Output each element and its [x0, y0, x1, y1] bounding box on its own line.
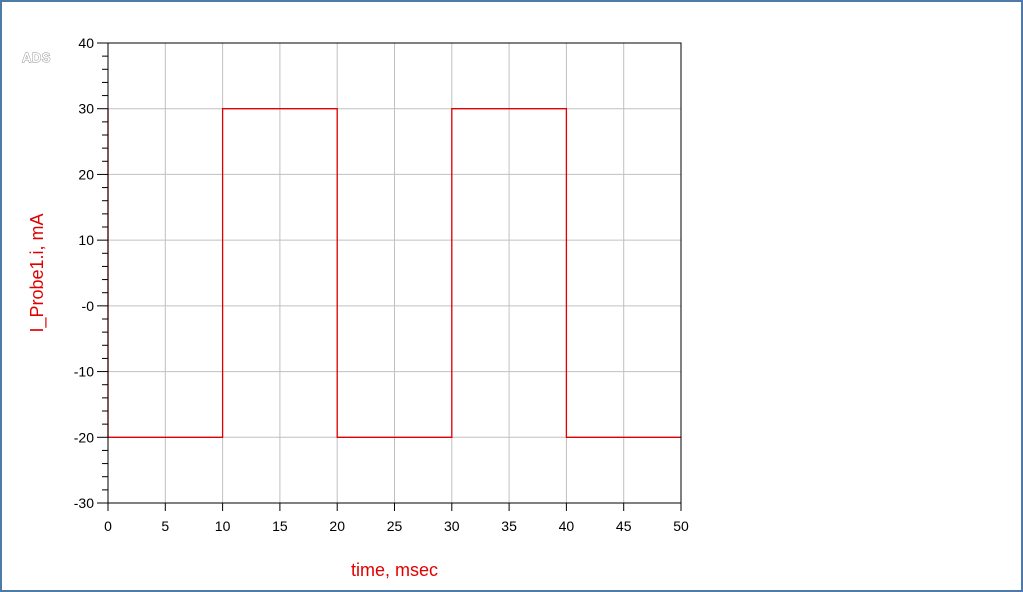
x-tick-label: 40: [559, 518, 575, 534]
x-tick-label: 25: [387, 518, 403, 534]
x-tick-label: 30: [444, 518, 460, 534]
x-tick-label: 20: [329, 518, 345, 534]
x-tick-label: 15: [272, 518, 288, 534]
axes: [97, 42, 682, 511]
current-trace: [107, 108, 681, 438]
x-tick-label: 0: [104, 518, 112, 534]
x-tick-label: 5: [161, 518, 169, 534]
y-tick-label: 10: [78, 232, 94, 248]
x-tick-label: 10: [215, 518, 231, 534]
x-tick-label: 35: [501, 518, 517, 534]
x-tick-label: 45: [616, 518, 632, 534]
y-tick-label: -10: [74, 364, 94, 380]
ads-logo: ADS: [22, 50, 51, 65]
y-tick-label: 20: [78, 166, 94, 182]
grid: [108, 43, 681, 503]
trace-layer: [107, 108, 681, 438]
y-tick-label: 40: [78, 35, 94, 51]
y-tick-label: -0: [82, 298, 95, 314]
x-axis-title: time, msec: [351, 560, 438, 580]
y-tick-label: -30: [74, 495, 94, 511]
tick-labels: 40 30 20 10 -0 -10 -20 -30 0 5 10 15 20 25 30 35 40 45 50: [74, 35, 689, 534]
y-axis-title: I_Probe1.i, mA: [27, 213, 48, 332]
y-tick-label: -20: [74, 429, 94, 445]
x-tick-label: 50: [673, 518, 689, 534]
y-tick-label: 30: [78, 101, 94, 117]
